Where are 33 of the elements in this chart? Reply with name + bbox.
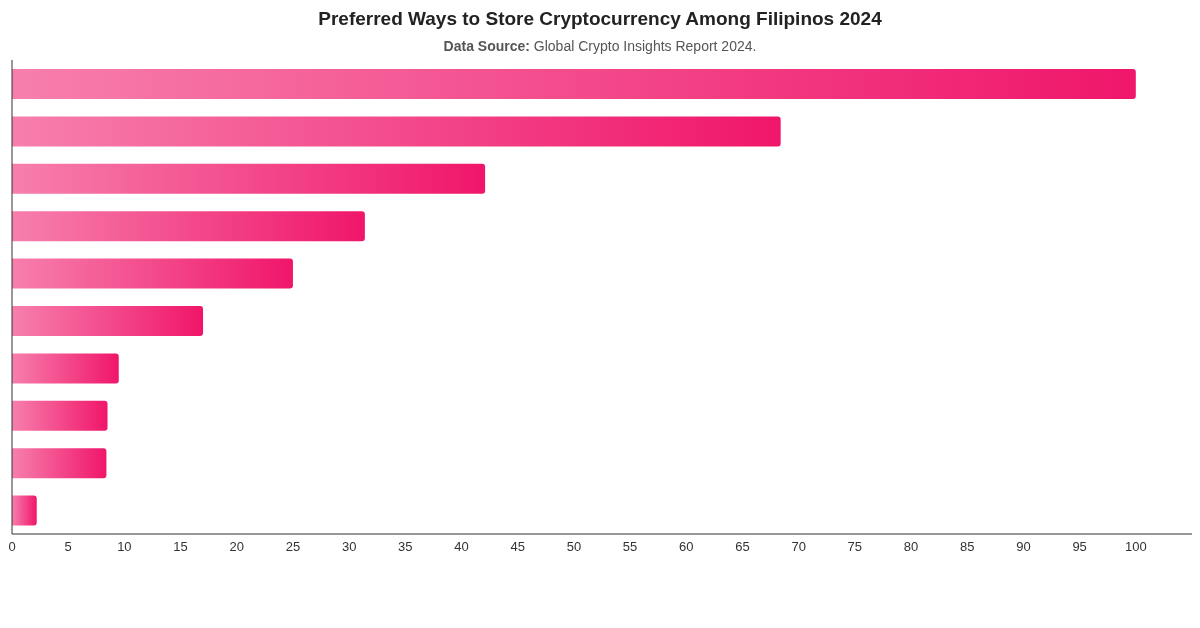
x-tick-label: 90 <box>1016 539 1031 555</box>
bar <box>12 448 107 479</box>
bar <box>12 306 204 336</box>
x-tick-label: 30 <box>341 539 357 555</box>
x-tick-label: 40 <box>454 539 469 555</box>
x-tick-label: 5 <box>64 539 72 555</box>
bar <box>12 211 365 242</box>
x-tick-label: 85 <box>960 539 975 555</box>
x-tick-label: 50 <box>566 539 582 555</box>
x-tick-label: 35 <box>398 539 413 555</box>
x-tick-label: 45 <box>510 539 525 555</box>
x-tick-label: 80 <box>903 539 919 555</box>
x-tick-label: 95 <box>1072 539 1087 555</box>
bar <box>12 495 37 526</box>
chart-title: Preferred Ways to Store Cryptocurrency Among Filipinos 2024 <box>317 8 883 30</box>
x-tick-label: 10 <box>117 539 132 555</box>
bar <box>12 353 119 384</box>
x-tick-label: 20 <box>229 539 244 555</box>
x-tick-label: 100 <box>1124 539 1147 555</box>
x-tick-label: 0 <box>8 539 16 555</box>
x-tick-label: 55 <box>622 539 638 555</box>
x-tick-label: 60 <box>679 539 694 555</box>
x-tick-label: 70 <box>791 539 806 555</box>
x-tick-label: 15 <box>173 539 188 555</box>
bar <box>12 400 108 431</box>
bar <box>12 116 781 147</box>
x-tick-label: 65 <box>735 539 750 555</box>
x-tick-label: 25 <box>285 539 301 555</box>
bar <box>12 258 293 289</box>
bar <box>12 69 1136 99</box>
x-tick-label: 75 <box>847 539 863 555</box>
chart-subtitle: Data Source: Global Crypto Insights Report 2024. <box>442 38 758 54</box>
bar <box>12 163 486 194</box>
